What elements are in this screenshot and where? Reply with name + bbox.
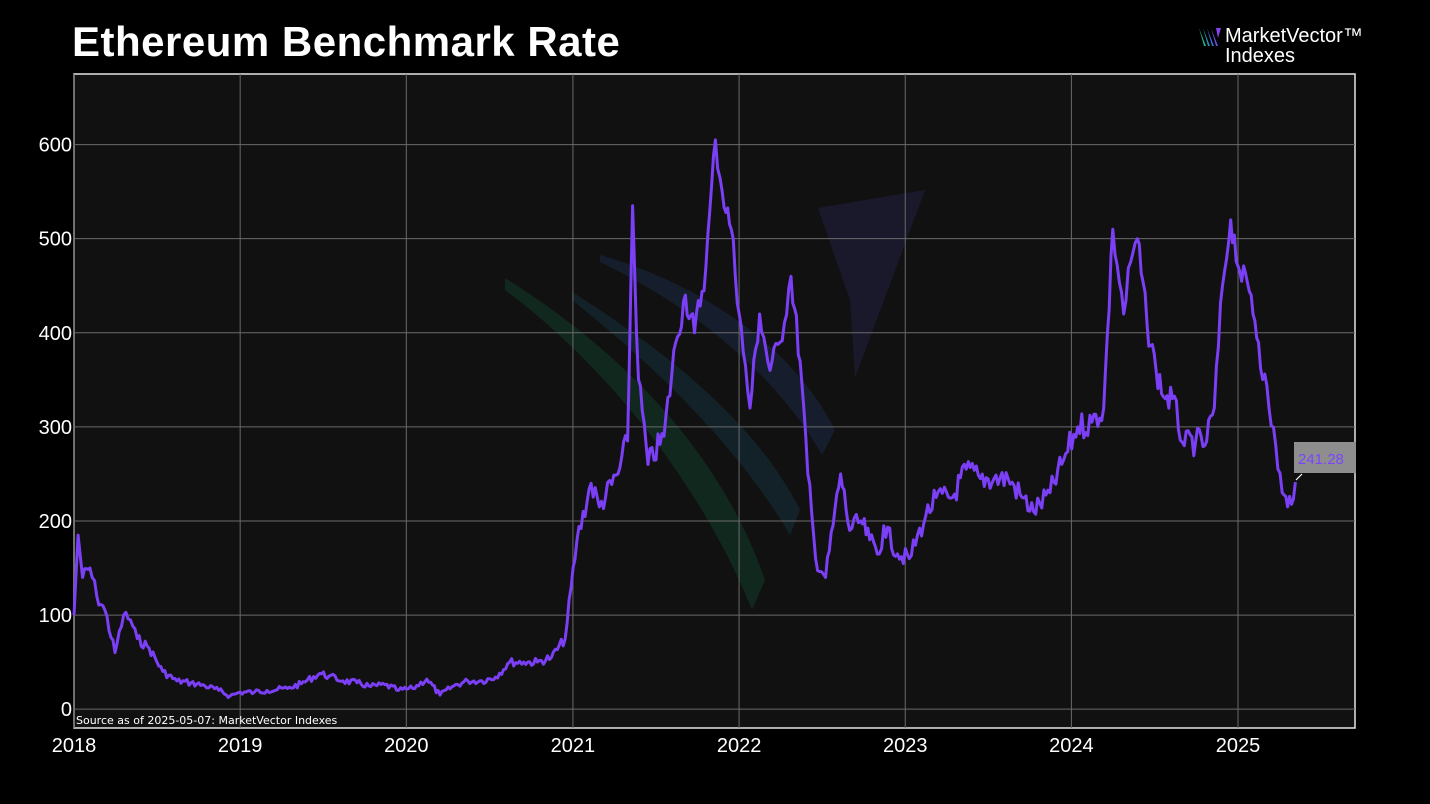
x-tick-label: 2021 <box>551 735 596 757</box>
x-tick-label: 2025 <box>1216 735 1261 757</box>
chart-title: Ethereum Benchmark Rate <box>72 18 621 65</box>
last-value-label: 241.28 <box>1298 451 1344 468</box>
series-line <box>72 138 1297 699</box>
x-tick-label: 2018 <box>52 735 97 757</box>
y-tick-label: 0 <box>61 699 72 721</box>
last-value-marker: 241.28 <box>1294 442 1356 481</box>
marketvector-logo: MarketVector™ Indexes <box>1198 26 1368 68</box>
logo-text-indexes: Indexes <box>1225 45 1296 67</box>
x-tick-label: 2019 <box>218 735 263 757</box>
last-value-box <box>1294 442 1356 473</box>
last-value-pointer <box>1295 473 1303 481</box>
logo-text-marketvector: MarketVector™ <box>1225 25 1363 47</box>
y-tick-label: 500 <box>39 229 72 251</box>
y-axis: 0 100 200 300 400 500 600 <box>39 135 72 722</box>
x-tick-label: 2020 <box>384 735 429 757</box>
x-axis: 2018 2019 2020 2021 2022 2023 2024 2025 <box>52 735 1261 757</box>
y-tick-label: 300 <box>39 417 72 439</box>
y-tick-label: 400 <box>39 323 72 345</box>
source-note: Source as of 2025-05-07: MarketVector In… <box>76 714 338 727</box>
x-tick-label: 2022 <box>717 735 762 757</box>
y-tick-label: 200 <box>39 511 72 533</box>
x-tick-label: 2024 <box>1049 735 1094 757</box>
y-tick-label: 600 <box>39 135 72 157</box>
marketvector-logo-icon <box>1199 28 1221 46</box>
y-tick-label: 100 <box>39 605 72 627</box>
x-tick-label: 2023 <box>883 735 928 757</box>
